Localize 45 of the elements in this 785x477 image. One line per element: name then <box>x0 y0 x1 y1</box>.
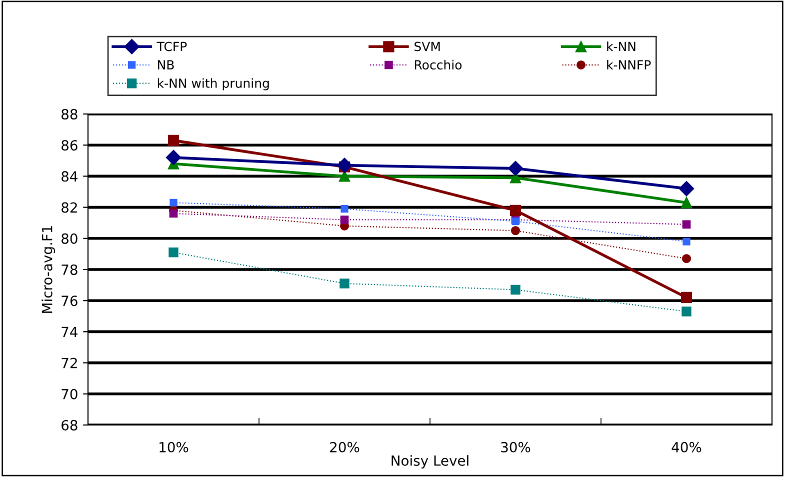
point <box>510 226 520 236</box>
point <box>336 158 352 173</box>
point <box>168 248 178 258</box>
legend-label: TCFP <box>156 42 187 52</box>
y-tick-label: 68 <box>62 420 78 430</box>
y-tick-label: 74 <box>62 326 78 337</box>
point <box>508 160 524 176</box>
x-axis-title: Noisy Level <box>392 455 468 469</box>
y-tick-label: 80 <box>62 233 78 244</box>
y-tick-label: 82 <box>62 202 77 213</box>
legend-label: Rocchio <box>414 60 462 70</box>
point <box>510 284 520 295</box>
point <box>340 205 348 213</box>
y-tick-label: 76 <box>62 296 78 306</box>
y-tick-label: 88 <box>62 108 78 120</box>
legend-label: NB <box>158 60 174 70</box>
point <box>510 204 522 216</box>
point <box>170 198 178 206</box>
y-tick-label: 84 <box>62 171 78 182</box>
x-tick-label: 20% <box>330 442 360 452</box>
y-axis-title: Micro-avg.F1 <box>42 226 56 313</box>
point <box>169 209 178 218</box>
point <box>340 278 350 288</box>
point <box>680 292 692 304</box>
point <box>678 181 694 196</box>
x-tick-label: 40% <box>672 442 702 452</box>
x-tick-label: 10% <box>160 442 188 452</box>
legend-label: k-NN with pruning <box>158 78 269 90</box>
point <box>168 134 180 146</box>
legend-label: k-NN <box>607 42 636 52</box>
point <box>682 238 690 246</box>
point <box>682 220 691 229</box>
point <box>682 306 692 316</box>
x-tick-label: 30% <box>501 442 530 452</box>
y-tick-label: 86 <box>62 140 78 151</box>
y-tick-label: 72 <box>62 358 77 368</box>
y-tick-label: 70 <box>62 388 78 400</box>
point <box>338 170 350 182</box>
point <box>340 216 349 224</box>
point <box>682 254 692 264</box>
legend-label: k-NNFP <box>607 60 651 70</box>
y-tick-label: 78 <box>62 264 78 275</box>
legend-label: SVM <box>414 42 440 52</box>
point <box>166 150 182 166</box>
point <box>680 197 692 208</box>
